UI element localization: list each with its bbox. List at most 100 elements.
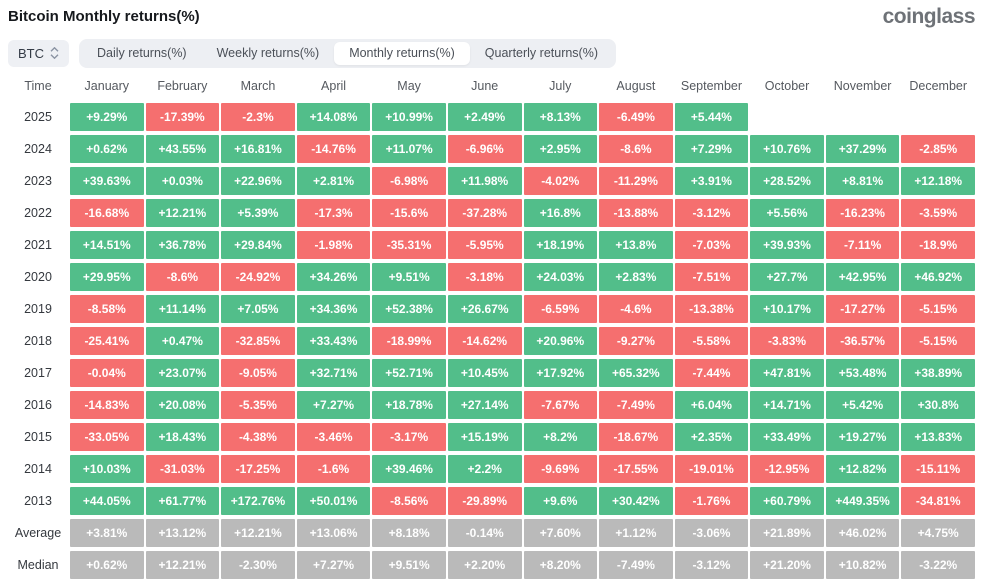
return-cell: -17.25% bbox=[221, 455, 295, 483]
return-cell: -5.95% bbox=[447, 231, 522, 259]
return-cell: -2.3% bbox=[221, 103, 295, 131]
return-cell: +8.81% bbox=[825, 167, 900, 195]
column-header-month: September bbox=[680, 79, 743, 93]
return-cell: +60.79% bbox=[750, 487, 824, 515]
return-cell: -3.59% bbox=[901, 199, 975, 227]
return-cell: +2.49% bbox=[447, 103, 522, 131]
return-cell: +0.62% bbox=[70, 551, 144, 579]
column-header-month: August bbox=[616, 79, 656, 93]
return-cell: +12.21% bbox=[145, 551, 220, 579]
return-cell: +9.6% bbox=[523, 487, 598, 515]
returns-period-tabs: Daily returns(%) Weekly returns(%) Monthly… bbox=[79, 38, 617, 68]
row-label: 2017 bbox=[24, 366, 52, 380]
column-header-month: December bbox=[909, 79, 968, 93]
return-cell: +23.07% bbox=[145, 359, 220, 387]
return-cell: -18.9% bbox=[901, 231, 975, 259]
return-cell: -18.67% bbox=[599, 423, 673, 451]
return-cell: -37.28% bbox=[447, 199, 522, 227]
return-cell: +39.63% bbox=[70, 167, 144, 195]
return-cell: +3.91% bbox=[674, 167, 749, 195]
coinglass-logo: coinglass bbox=[882, 5, 976, 28]
row-label: 2013 bbox=[24, 494, 52, 508]
return-cell: +21.89% bbox=[750, 519, 824, 547]
return-cell: +10.76% bbox=[750, 135, 824, 163]
return-cell: -33.05% bbox=[70, 423, 144, 451]
return-cell: +20.08% bbox=[145, 391, 220, 419]
return-cell: -6.96% bbox=[447, 135, 522, 163]
return-cell: +16.81% bbox=[221, 135, 295, 163]
return-cell: -14.76% bbox=[296, 135, 371, 163]
column-header-time: Time bbox=[24, 79, 52, 93]
return-cell: -7.51% bbox=[674, 263, 749, 291]
tab-monthly[interactable]: Monthly returns(%) bbox=[334, 41, 470, 65]
return-cell: -3.83% bbox=[750, 327, 824, 355]
return-cell: -3.12% bbox=[674, 199, 749, 227]
return-cell: -12.95% bbox=[750, 455, 824, 483]
return-cell: +27.7% bbox=[750, 263, 824, 291]
return-cell: -4.6% bbox=[599, 295, 673, 323]
symbol-select[interactable]: BTC bbox=[8, 39, 69, 67]
return-cell: +14.71% bbox=[750, 391, 824, 419]
return-cell: +37.29% bbox=[825, 135, 900, 163]
return-cell: -35.31% bbox=[372, 231, 446, 259]
return-cell: -17.39% bbox=[145, 103, 220, 131]
return-cell: +34.36% bbox=[296, 295, 371, 323]
row-label: 2022 bbox=[24, 206, 52, 220]
return-cell: -9.69% bbox=[523, 455, 598, 483]
return-cell: +46.92% bbox=[901, 263, 975, 291]
return-cell: +12.21% bbox=[221, 519, 295, 547]
return-cell: +5.39% bbox=[221, 199, 295, 227]
tab-weekly[interactable]: Weekly returns(%) bbox=[202, 42, 335, 65]
row-label: Median bbox=[17, 558, 59, 572]
return-cell: +0.03% bbox=[145, 167, 220, 195]
return-cell: +52.38% bbox=[372, 295, 446, 323]
return-cell: -19.01% bbox=[674, 455, 749, 483]
return-cell: -8.6% bbox=[599, 135, 673, 163]
return-cell: +33.43% bbox=[296, 327, 371, 355]
return-cell: +52.71% bbox=[372, 359, 446, 387]
return-cell: +10.45% bbox=[447, 359, 522, 387]
return-cell: +11.07% bbox=[372, 135, 446, 163]
return-cell: +7.05% bbox=[221, 295, 295, 323]
return-cell: +9.51% bbox=[372, 551, 446, 579]
return-cell: -5.15% bbox=[901, 327, 975, 355]
return-cell: +24.03% bbox=[523, 263, 598, 291]
return-cell: +36.78% bbox=[145, 231, 220, 259]
return-cell: -1.6% bbox=[296, 455, 371, 483]
return-cell: +34.26% bbox=[296, 263, 371, 291]
return-cell: -2.30% bbox=[221, 551, 295, 579]
return-cell: -1.76% bbox=[674, 487, 749, 515]
return-cell: +9.51% bbox=[372, 263, 446, 291]
row-label: Average bbox=[14, 526, 62, 540]
return-cell: -29.89% bbox=[447, 487, 522, 515]
topbar: Bitcoin Monthly returns(%) coinglass bbox=[8, 5, 976, 35]
row-label: 2016 bbox=[24, 398, 52, 412]
return-cell: +50.01% bbox=[296, 487, 371, 515]
return-cell: +18.19% bbox=[523, 231, 598, 259]
return-cell: -17.27% bbox=[825, 295, 900, 323]
return-cell: +2.35% bbox=[674, 423, 749, 451]
column-header-month: March bbox=[240, 79, 276, 93]
return-cell: +61.77% bbox=[145, 487, 220, 515]
return-cell: +2.81% bbox=[296, 167, 371, 195]
tab-daily[interactable]: Daily returns(%) bbox=[82, 42, 202, 65]
symbol-label: BTC bbox=[18, 45, 44, 61]
return-cell: -6.49% bbox=[599, 103, 673, 131]
return-cell: +29.95% bbox=[70, 263, 144, 291]
return-cell: -24.92% bbox=[221, 263, 295, 291]
return-cell: -32.85% bbox=[221, 327, 295, 355]
return-cell: +2.95% bbox=[523, 135, 598, 163]
return-cell: +4.75% bbox=[901, 519, 975, 547]
return-cell: -0.04% bbox=[70, 359, 144, 387]
return-cell: +8.2% bbox=[523, 423, 598, 451]
column-header-month: June bbox=[471, 79, 499, 93]
column-header-month: January bbox=[84, 79, 130, 93]
return-cell: -7.44% bbox=[674, 359, 749, 387]
return-cell: +13.06% bbox=[296, 519, 371, 547]
tab-quarterly[interactable]: Quarterly returns(%) bbox=[470, 42, 613, 65]
return-cell: +5.44% bbox=[674, 103, 749, 131]
return-cell: +2.2% bbox=[447, 455, 522, 483]
return-cell: -18.99% bbox=[372, 327, 446, 355]
controls-bar: BTC Daily returns(%) Weekly returns(%) Mon… bbox=[8, 38, 975, 68]
